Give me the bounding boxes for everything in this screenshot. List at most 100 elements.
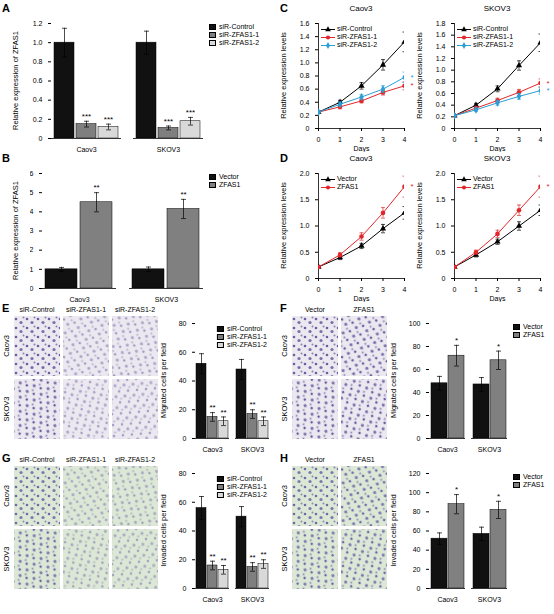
svg-text:0.8: 0.8	[436, 78, 446, 85]
svg-text:0: 0	[317, 136, 321, 143]
svg-text:2: 2	[360, 286, 364, 293]
svg-text:*: *	[411, 182, 414, 191]
svg-text:5: 5	[30, 189, 34, 196]
svg-text:SKOV3: SKOV3	[157, 146, 180, 152]
svg-text:0.4: 0.4	[33, 96, 43, 103]
svg-text:1.0: 1.0	[436, 222, 446, 229]
svg-text:1.5: 1.5	[436, 196, 446, 203]
svg-text:2: 2	[360, 136, 364, 143]
svg-text:0: 0	[183, 435, 187, 442]
svg-text:0.6: 0.6	[436, 90, 446, 97]
svg-text:2: 2	[30, 246, 34, 253]
svg-text:100: 100	[409, 320, 421, 327]
svg-text:1.0: 1.0	[436, 66, 446, 73]
svg-text:2.0: 2.0	[436, 170, 446, 177]
svg-text:*: *	[497, 492, 500, 501]
svg-text:**: **	[93, 183, 99, 192]
svg-text:0: 0	[317, 286, 321, 293]
svg-text:60: 60	[413, 366, 421, 373]
svg-text:SKOV3: SKOV3	[241, 446, 264, 452]
svg-text:20: 20	[179, 406, 187, 413]
svg-text:***: ***	[104, 115, 113, 124]
svg-text:**: **	[220, 556, 226, 565]
svg-text:SKOV3: SKOV3	[478, 446, 501, 452]
svg-text:0.8: 0.8	[33, 58, 43, 65]
svg-text:Caov3: Caov3	[69, 296, 89, 302]
svg-text:20: 20	[413, 412, 421, 419]
svg-text:40: 40	[413, 546, 421, 553]
svg-text:1.6: 1.6	[436, 31, 446, 38]
svg-text:1.8: 1.8	[436, 20, 446, 27]
svg-text:40: 40	[179, 377, 187, 384]
svg-text:0.4: 0.4	[300, 98, 310, 105]
svg-text:**: **	[260, 407, 266, 416]
svg-text:1.0: 1.0	[33, 39, 43, 46]
svg-text:*: *	[411, 73, 414, 82]
svg-text:1.4: 1.4	[300, 33, 310, 40]
svg-text:0: 0	[183, 585, 187, 592]
svg-text:0.8: 0.8	[300, 72, 310, 79]
svg-text:1.6: 1.6	[300, 20, 310, 27]
svg-text:80: 80	[413, 508, 421, 515]
svg-text:80: 80	[413, 343, 421, 350]
svg-text:**: **	[209, 403, 215, 412]
svg-text:120: 120	[409, 470, 421, 477]
svg-text:0: 0	[417, 435, 421, 442]
svg-text:1.5: 1.5	[300, 196, 310, 203]
svg-text:40: 40	[179, 527, 187, 534]
svg-text:60: 60	[179, 348, 187, 355]
svg-text:6: 6	[30, 170, 34, 177]
svg-text:Caov3: Caov3	[437, 596, 457, 602]
svg-text:20: 20	[413, 566, 421, 573]
svg-text:0: 0	[306, 275, 310, 282]
svg-text:0.2: 0.2	[33, 116, 43, 123]
svg-text:0: 0	[30, 285, 34, 292]
svg-text:***: ***	[82, 112, 91, 121]
svg-text:1: 1	[474, 286, 478, 293]
svg-text:SKOV3: SKOV3	[241, 596, 264, 602]
svg-text:***: ***	[164, 117, 173, 126]
svg-text:**: **	[180, 190, 186, 199]
svg-text:*: *	[547, 86, 550, 95]
svg-text:4: 4	[403, 136, 407, 143]
svg-text:3: 3	[517, 136, 521, 143]
svg-text:0.2: 0.2	[436, 113, 446, 120]
svg-text:SKOV3: SKOV3	[155, 296, 178, 302]
svg-text:0.6: 0.6	[33, 77, 43, 84]
svg-text:1.2: 1.2	[436, 55, 446, 62]
svg-text:Days: Days	[354, 145, 370, 153]
svg-text:1.0: 1.0	[300, 222, 310, 229]
svg-text:80: 80	[179, 320, 187, 327]
svg-text:40: 40	[413, 389, 421, 396]
svg-text:0: 0	[39, 135, 43, 142]
svg-text:0.4: 0.4	[436, 101, 446, 108]
svg-text:1: 1	[30, 266, 34, 273]
svg-text:**: **	[220, 407, 226, 416]
svg-text:**: **	[249, 400, 255, 409]
svg-text:0: 0	[306, 125, 310, 132]
svg-text:2: 2	[496, 286, 500, 293]
svg-text:0: 0	[442, 125, 446, 132]
svg-text:Caov3: Caov3	[202, 596, 222, 602]
svg-text:**: **	[260, 550, 266, 559]
svg-text:4: 4	[539, 136, 543, 143]
svg-text:1.0: 1.0	[300, 59, 310, 66]
svg-text:*: *	[455, 336, 458, 345]
svg-text:1: 1	[338, 136, 342, 143]
svg-text:2.0: 2.0	[300, 170, 310, 177]
svg-text:60: 60	[413, 527, 421, 534]
svg-text:1.2: 1.2	[33, 20, 43, 27]
svg-text:1: 1	[338, 286, 342, 293]
svg-text:1.4: 1.4	[436, 43, 446, 50]
svg-text:0.5: 0.5	[300, 248, 310, 255]
svg-text:4: 4	[403, 286, 407, 293]
svg-text:*: *	[497, 342, 500, 351]
svg-text:**: **	[209, 552, 215, 561]
svg-text:1: 1	[474, 136, 478, 143]
svg-text:4: 4	[539, 286, 543, 293]
svg-text:0.2: 0.2	[300, 112, 310, 119]
svg-text:0: 0	[442, 275, 446, 282]
svg-text:Days: Days	[490, 145, 506, 153]
svg-text:3: 3	[517, 286, 521, 293]
svg-text:Days: Days	[490, 295, 506, 303]
